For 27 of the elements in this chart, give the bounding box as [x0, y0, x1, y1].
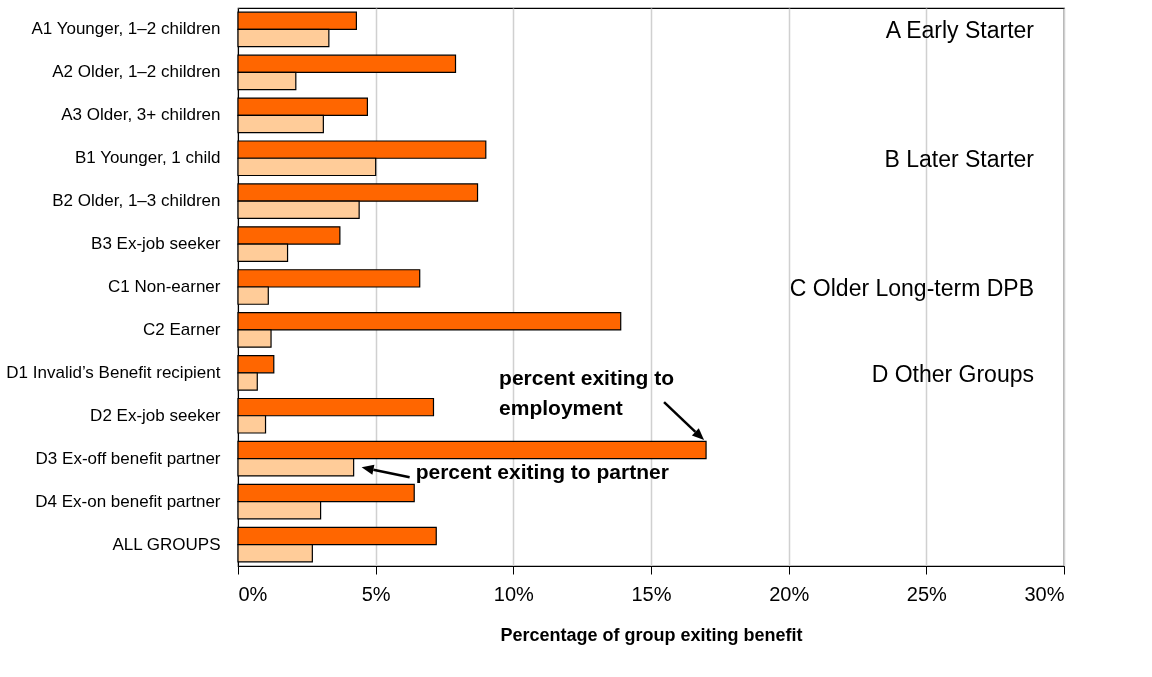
y-tick-label: C1 Non-earner — [108, 277, 221, 296]
annotation: C Older Long-term DPB — [789, 275, 1034, 301]
y-tick-label: A2 Older, 1–2 children — [52, 62, 221, 82]
annotation: B Later Starter — [884, 146, 1035, 173]
x-tick-label: 15% — [631, 582, 672, 605]
annotation: percent exiting to employment — [499, 365, 675, 419]
y-tick-label: D3 Ex-off benefit partner — [35, 448, 221, 468]
y-tick-label: D2 Ex-job seeker — [90, 405, 221, 425]
x-tick-label: 20% — [769, 582, 810, 605]
y-tick-label: B1 Younger, 1 child — [74, 148, 221, 168]
y-tick-label: ALL GROUPS — [112, 534, 221, 554]
annotation: D Other Groups — [871, 360, 1034, 387]
x-tick-label: 30% — [1024, 582, 1065, 605]
x-axis-title: Percentage of group exiting benefit — [500, 624, 803, 645]
x-tick-label: 25% — [906, 582, 948, 605]
y-tick-label: B2 Older, 1–3 children — [52, 191, 221, 211]
x-tick-label: 0% — [238, 582, 268, 605]
y-tick-label: D4 Ex-on benefit partner — [35, 491, 221, 511]
x-tick-label: 10% — [493, 582, 535, 605]
annotation: percent exiting to partner — [415, 459, 669, 483]
y-tick-label: C2 Earner — [143, 319, 221, 339]
annotation: A Early Starter — [885, 17, 1035, 44]
x-tick-label: 5% — [361, 582, 391, 605]
y-tick-label: D1 Invalid’s Benefit recipient — [6, 362, 221, 382]
y-tick-label: A1 Younger, 1–2 children — [31, 19, 221, 39]
y-tick-label: A3 Older, 3+ children — [61, 105, 221, 125]
y-tick-label: B3 Ex-job seeker — [91, 234, 221, 254]
